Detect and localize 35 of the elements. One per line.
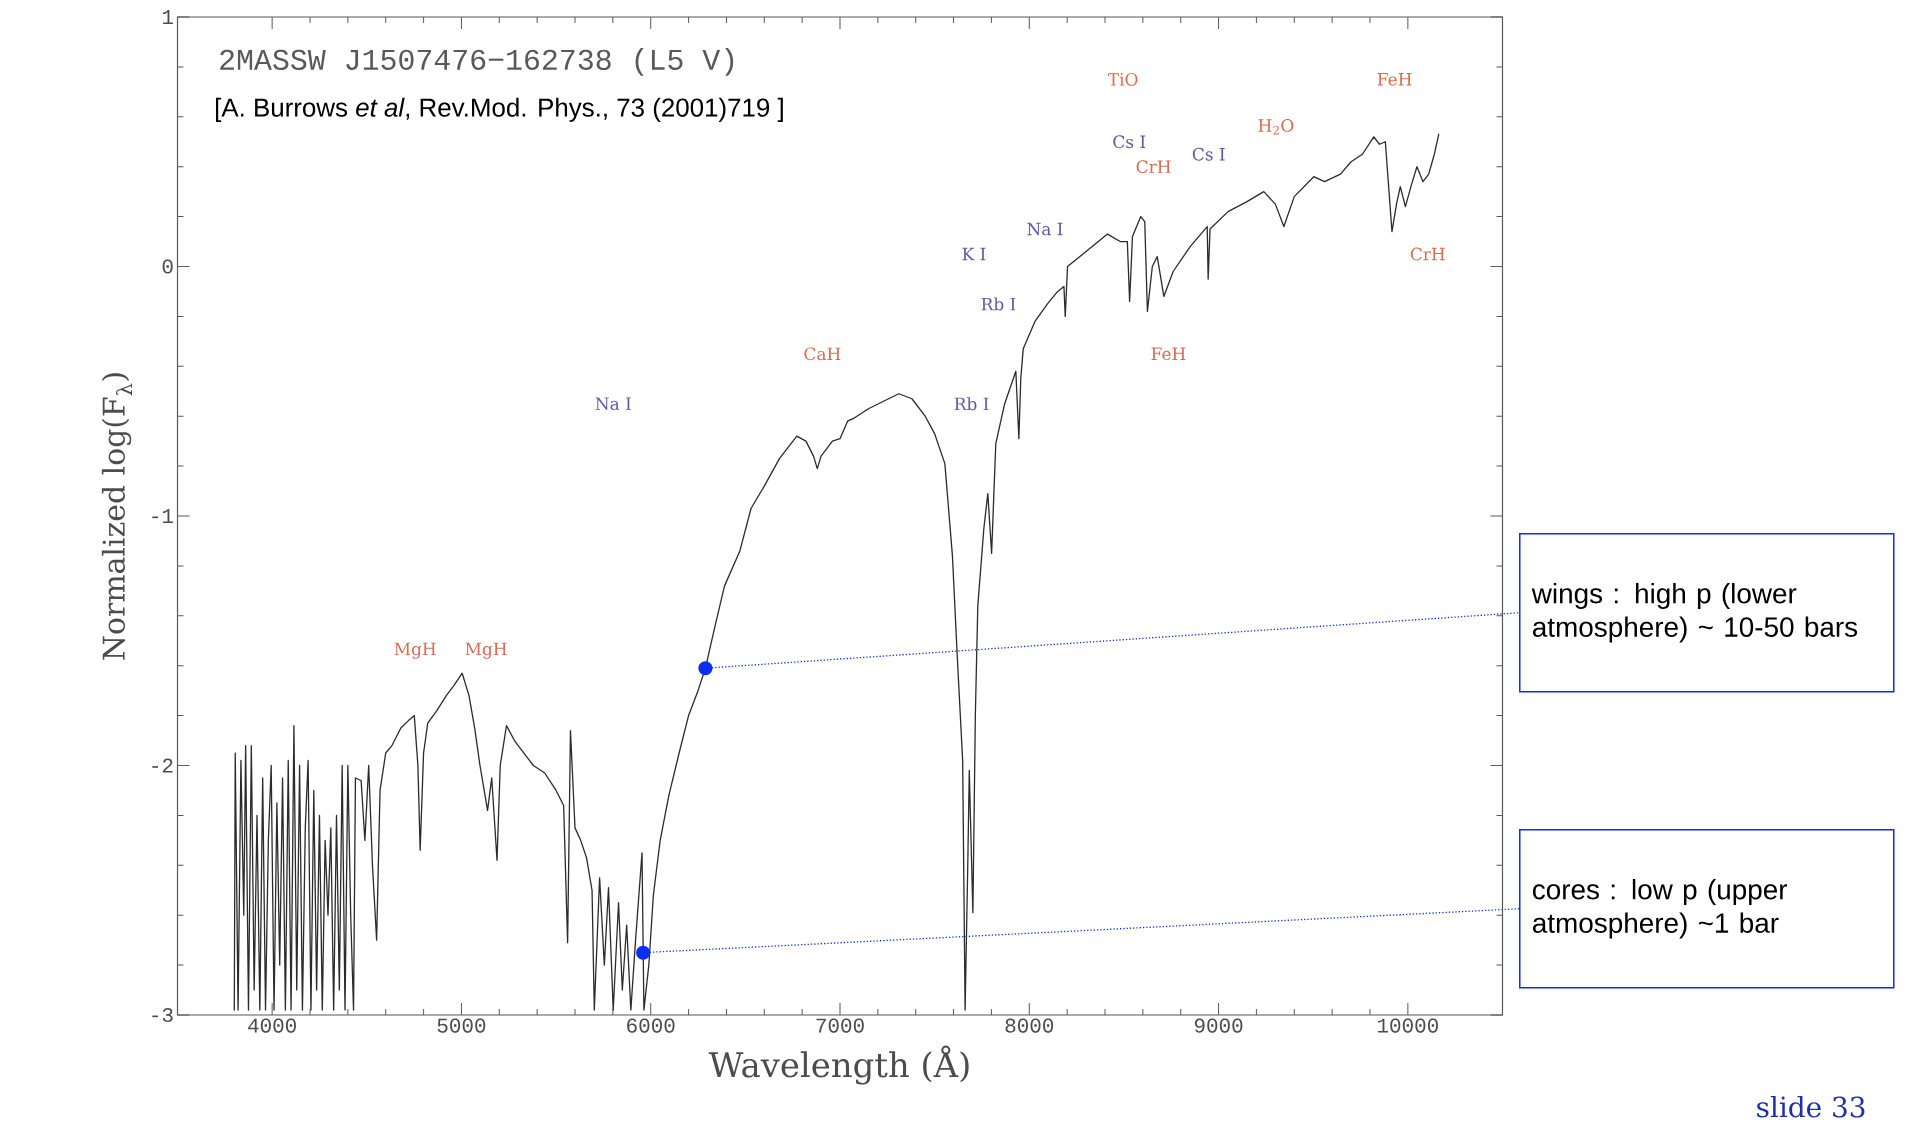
annotation: FeH (1377, 73, 1412, 86)
x-tick-label: 7000 (816, 1018, 864, 1033)
text: slide 33 (1757, 1095, 1865, 1118)
y-tick-label: -3 (152, 1007, 173, 1023)
annotation: Na I (1027, 222, 1063, 236)
annotation: Rb I (954, 397, 989, 411)
annotation: H$_{2}$O (1258, 119, 1294, 135)
annotation: Rb I (981, 297, 1016, 311)
x-tick-label: 4000 (248, 1018, 296, 1033)
annotation: FeH (1151, 347, 1186, 361)
annotation: wings : high p (lower atmosphere) ~ 10-50 bars (1531, 583, 1858, 643)
y-tick-label: 0 (162, 259, 173, 274)
x-tick-label: 10000 (1377, 1018, 1438, 1033)
annotation: cores : low p (upper atmosphere) ~1 bar (1532, 879, 1788, 939)
annotation: TiO (1108, 72, 1138, 86)
annotation: Cs I (1113, 135, 1146, 149)
annotation: 2MASSW J1507476−162738 (L5 V) (220, 47, 734, 76)
annotation: [A. Burrows et al, Rev.Mod. Phys., 73 (2001)719 ] (215, 97, 783, 122)
y-tick-label: 1 (162, 10, 173, 24)
y-axis-title: Normalized log(F$_{λ}$) (101, 373, 133, 660)
x-tick-label: 8000 (1005, 1018, 1054, 1033)
annotation: MgH (394, 642, 436, 659)
annotation: MgH (465, 642, 507, 659)
y-tick-label: -2 (152, 758, 173, 773)
annotation: CrH (1410, 247, 1445, 261)
annotation: K I (962, 247, 986, 261)
annotation: CrH (1136, 160, 1171, 174)
y-tick-label: -1 (152, 509, 173, 523)
x-tick-label: 5000 (437, 1018, 486, 1033)
annotation: Na I (595, 397, 631, 411)
x-tick-label: 9000 (1194, 1018, 1243, 1033)
annotation: Cs I (1192, 147, 1225, 161)
x-axis-title: Wavelength (Å) (708, 1045, 969, 1085)
x-tick-label: 6000 (627, 1018, 675, 1033)
annotation: CaH (804, 347, 841, 361)
